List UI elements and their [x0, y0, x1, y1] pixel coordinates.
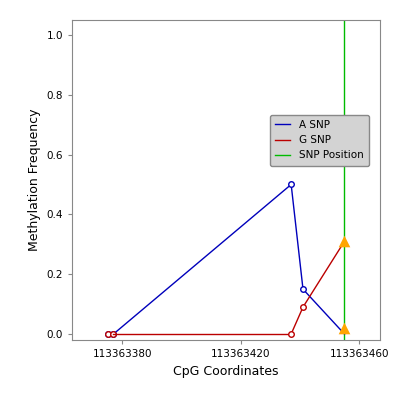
Point: [341, 238, 348, 244]
Point: [341, 325, 348, 331]
Legend: A SNP, G SNP, SNP Position: A SNP, G SNP, SNP Position: [270, 115, 369, 166]
Y-axis label: Methylation Frequency: Methylation Frequency: [28, 109, 41, 251]
X-axis label: CpG Coordinates: CpG Coordinates: [173, 364, 279, 378]
